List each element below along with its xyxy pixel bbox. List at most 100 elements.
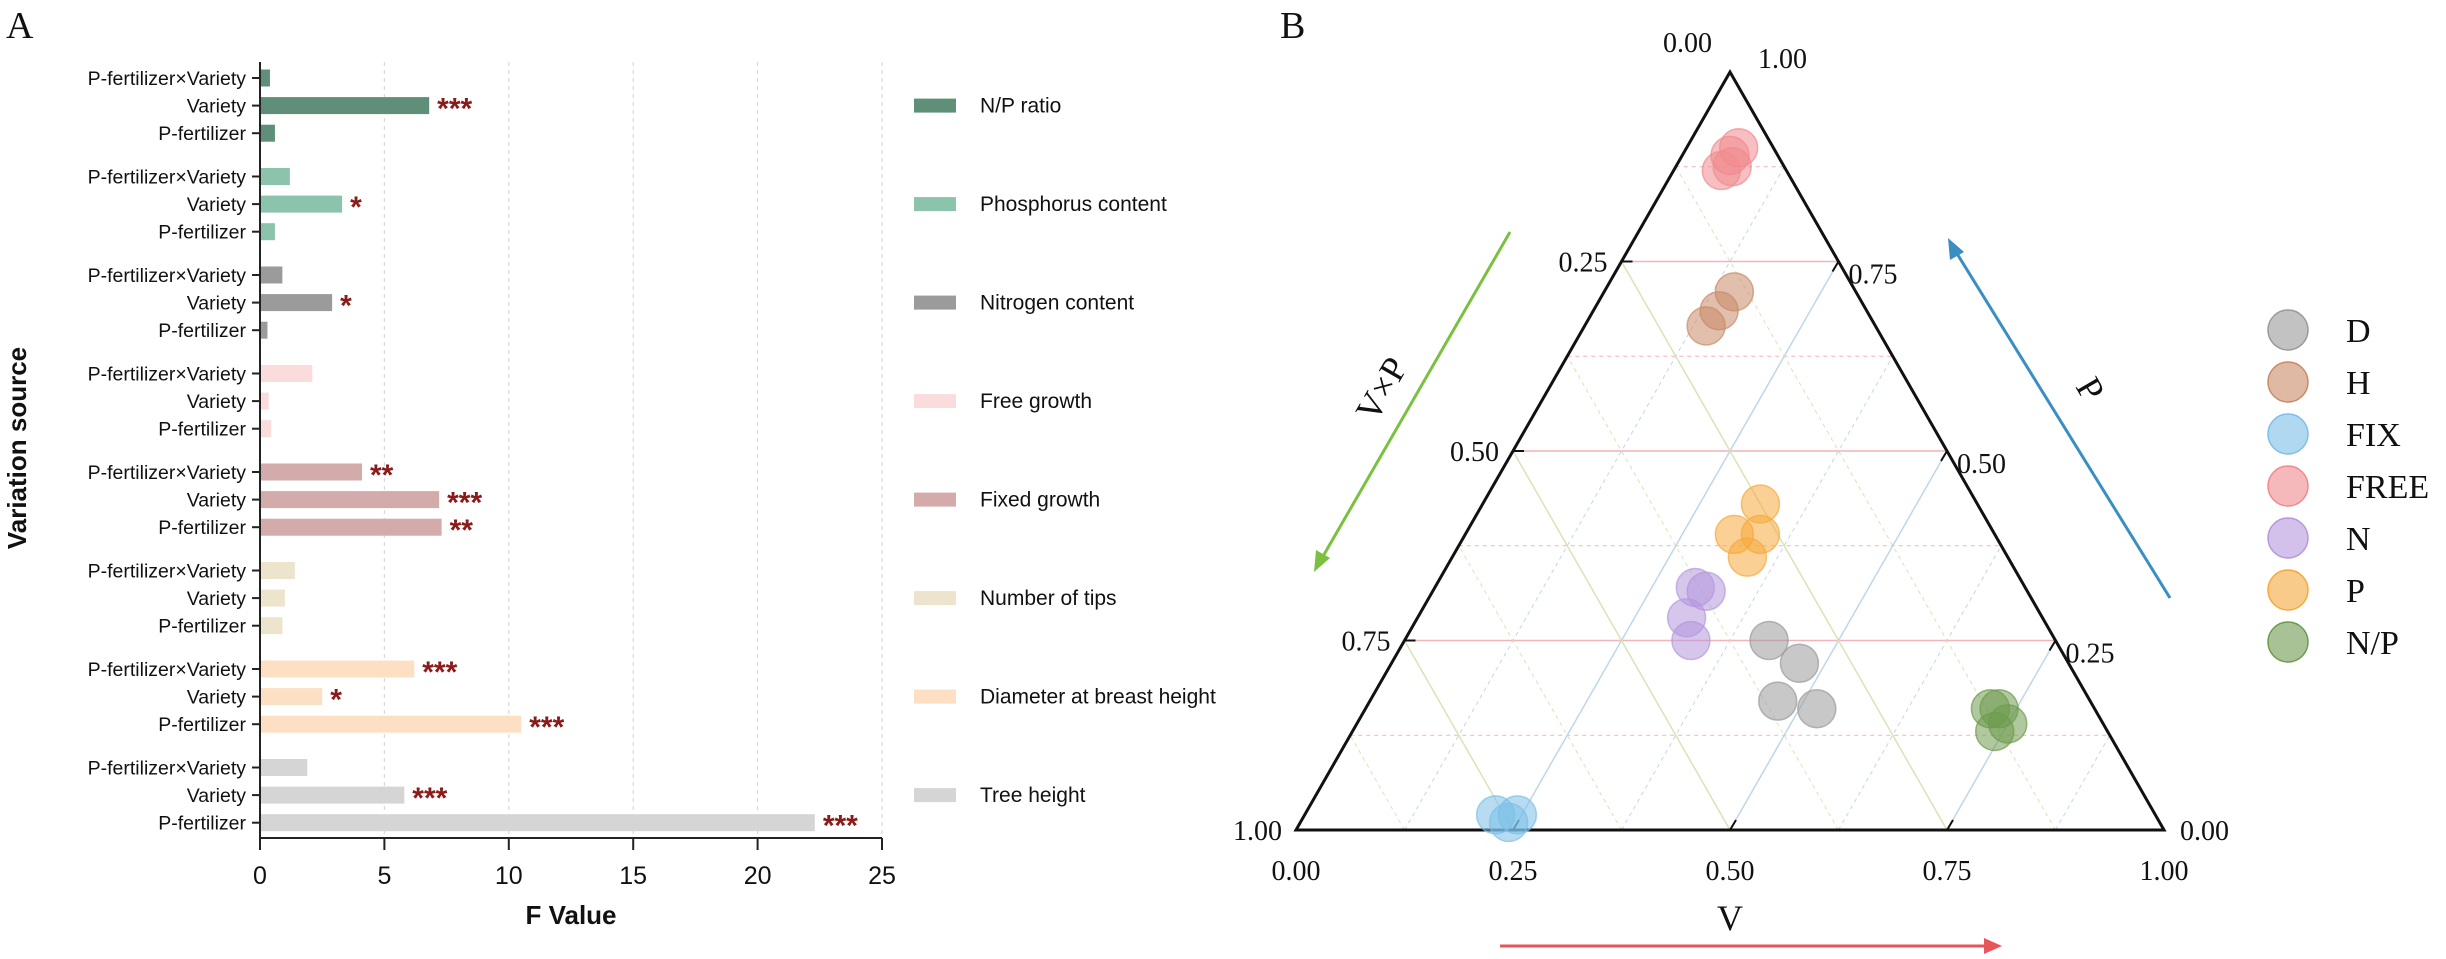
v-tick-label: 1.00 [2140,856,2189,887]
ternary-grid-line [1838,545,2002,831]
bar [260,168,290,185]
y-tick-label: P-fertilizer×Variety [88,462,247,484]
legend-item: Diameter at breast height [914,686,1216,709]
ternary-grid-line [1620,261,1948,831]
ternary-point [1757,681,1798,721]
significance-label: *** [422,656,457,689]
legend-swatch [914,98,956,113]
ternary-point [1779,643,1820,683]
ternary-point [1686,306,1726,346]
ternary-series [1714,484,1781,577]
legend-marker [2267,361,2309,403]
y-tick-label: P-fertilizer [158,320,246,342]
bar [260,420,272,438]
bar [260,491,440,509]
y-tick-label: Variety [187,588,246,610]
legend-label: Number of tips [980,587,1117,610]
bar [260,518,442,536]
y-tick-label: P-fertilizer×Variety [88,265,247,287]
legend-swatch [914,689,956,704]
panel-b-label: B [1280,5,1305,47]
ternary-grid-line [1349,735,1405,831]
ternary-series [1666,567,1726,661]
x-ticks: 0 5 10 15 20 25 [253,838,896,890]
ternary-grid [1349,166,2111,831]
v-tick-label: 0.75 [1923,856,1972,887]
y-tick-label: P-fertilizer×Variety [88,758,247,780]
legend-swatch [914,788,956,803]
bar-group: P-fertilizer×Variety *** Variety * P-fertili… [88,656,565,744]
legend-item: Tree height [914,784,1086,807]
vp-tick-label: 0.75 [1342,627,1391,658]
bar [260,660,415,678]
y-tick-label: P-fertilizer [158,813,246,835]
legend-item: N/P ratio [914,95,1061,118]
y-tick-label: P-fertilizer×Variety [88,561,247,583]
bar-legend: N/P ratio Phosphorus content Nitrogen cont… [914,95,1216,807]
y-tick-label: P-fertilizer×Variety [88,364,247,386]
bar [260,365,313,382]
legend-label: Nitrogen content [980,292,1134,315]
v-axis-title: V [1717,898,1743,938]
bar [260,294,333,312]
legend-item: Fixed growth [914,489,1100,512]
y-tick-label: Variety [187,687,246,709]
v-tick-label: 0.25 [1489,856,1538,887]
significance-label: * [350,191,362,224]
legend-marker [2267,517,2309,559]
legend-item: N/P [2267,621,2399,663]
legend-swatch [914,197,956,212]
bar [260,321,268,339]
y-tick-label: P-fertilizer×Variety [88,167,247,189]
ternary-grid-line [2055,735,2111,831]
bar-group: P-fertilizer×Variety Variety *** P-fertiliz… [88,758,859,843]
bar [260,97,430,115]
bar [260,759,308,776]
y-tick-label: Variety [187,490,246,512]
p-tick-label: 0.00 [2180,816,2229,847]
legend-item: Nitrogen content [914,292,1134,315]
significance-label: ** [450,514,474,547]
legend-item: N [2267,517,2371,559]
significance-label: *** [437,93,472,126]
p-tick-label: 1.00 [1758,44,1807,75]
ternary-point [1497,795,1538,835]
bar-group: P-fertilizer×Variety Variety * P-fertilizer [88,265,353,342]
legend-label: N/P [2346,625,2399,662]
significance-label: *** [412,782,447,815]
x-axis-title: F Value [525,900,616,930]
vp-axis-arrow [1314,231,1512,572]
legend-marker [2267,569,2309,611]
y-tick-label: Variety [187,293,246,315]
y-tick-label: P-fertilizer [158,616,246,638]
x-grid [383,62,883,838]
bar-group: P-fertilizer×Variety Variety P-fertilizer [88,561,295,638]
bar [260,688,323,706]
v-tick-label: 0.50 [1706,856,1755,887]
ternary-points [1475,128,2028,843]
legend-label: FIX [2346,417,2401,454]
vp-tick-label: 1.00 [1233,816,1282,847]
x-tick-label: 10 [495,862,523,890]
y-tick-label: Variety [187,391,246,413]
p-axis-title: P [2068,370,2113,407]
y-tick-label: P-fertilizer [158,419,246,441]
ternary-point [1714,272,1755,312]
ternary-point [1686,571,1726,611]
bar [260,715,522,733]
x-tick-label: 5 [377,862,391,890]
ternary-point [1970,688,2011,729]
legend-label: Free growth [980,390,1092,413]
legend-label: N [2346,521,2371,558]
bar-group: P-fertilizer×Variety Variety *** P-fertiliz… [88,68,473,145]
y-tick-label: P-fertilizer [158,123,246,145]
legend-label: H [2346,365,2371,402]
p-axis-arrow [1948,238,2172,599]
significance-label: * [330,684,342,717]
legend-item: D [2267,309,2371,351]
bar [260,69,270,87]
ternary-tick [1729,819,1737,831]
ternary-point [1797,688,1837,729]
